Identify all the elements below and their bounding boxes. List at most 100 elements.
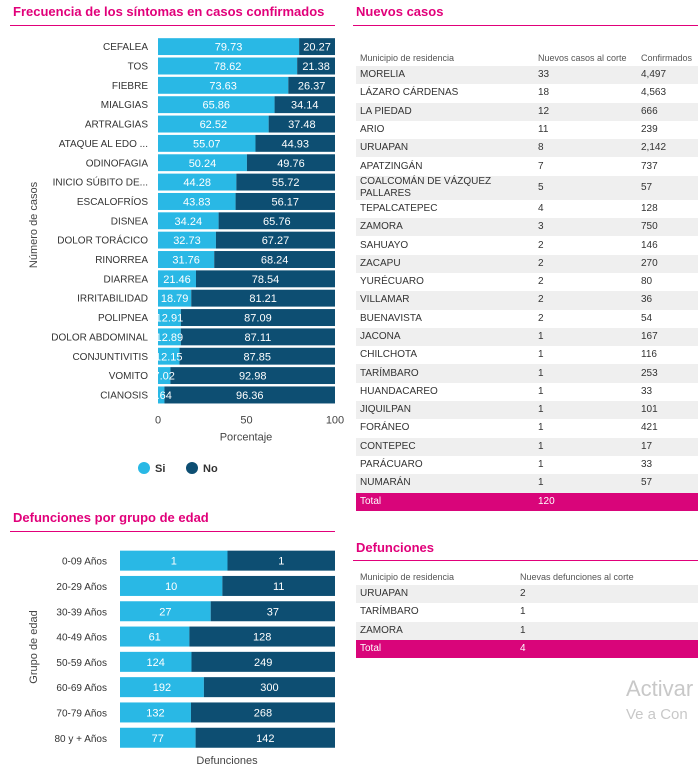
category-label-odinofagia: ODINOFAGIA (86, 158, 149, 169)
new-cases-row: URUAPAN 8 2,142 (356, 139, 698, 158)
age-data-label-si-40-49-anos: 61 (149, 632, 161, 644)
age-bar-si-50-59-anos (120, 651, 192, 672)
age-data-label-no-60-69-anos: 300 (260, 682, 278, 694)
data-label-no-cefalea: 20.27 (303, 42, 331, 54)
data-label-si-cefalea: 79.73 (215, 42, 243, 54)
new-cases-cell: 253 (641, 367, 658, 379)
data-label-si-cianosis: 3.64 (151, 390, 172, 402)
bar-no-mialgias (274, 96, 335, 114)
age-label-70-79-anos: 70-79 Años (56, 708, 107, 719)
new-cases-cell: BUENAVISTA (360, 312, 422, 324)
age-label-30-39-anos: 30-39 Años (56, 607, 107, 618)
bar-no-escalofrios (235, 192, 335, 210)
bar-si-rinorrea (158, 251, 215, 269)
new-cases-cell: 12 (538, 105, 550, 117)
y-axis-label: Número de casos (28, 181, 40, 268)
new-cases-row: MORELIA 33 4,497 (356, 66, 698, 85)
new-cases-section-title: Nuevos casos (356, 4, 444, 19)
category-label-escalofrios: ESCALOFRÍOS (77, 195, 148, 208)
bar-si-ataque-al-edo (158, 134, 256, 152)
new-cases-cell: 239 (641, 124, 658, 136)
category-label-disnea: DISNEA (111, 216, 149, 227)
new-cases-cell: SAHUAYO (360, 239, 409, 251)
age-title-divider (10, 531, 335, 532)
new-cases-row: FORÁNEO 1 421 (356, 419, 698, 437)
age-label-20-29-anos: 20-29 Años (56, 582, 107, 593)
data-label-si-dolor-toracico: 32.73 (173, 235, 201, 247)
bar-no-inicio-subito-de (236, 173, 335, 191)
new-cases-total-row: Total 120 (356, 492, 698, 511)
legend-si-label: Si (155, 463, 165, 475)
deaths-row: ZAMORA 1 (356, 621, 698, 640)
data-label-si-conjuntivitis: 12.15 (155, 351, 183, 363)
new-cases-cell: CONTEPEC (360, 440, 416, 452)
new-cases-row: JACONA 1 167 (356, 327, 698, 347)
age-data-label-no-50-59-anos: 249 (254, 657, 272, 669)
age-data-label-si-20-29-anos: 10 (165, 581, 177, 593)
data-label-no-cianosis: 96.36 (236, 390, 264, 402)
new-cases-cell: ARIO (360, 124, 385, 136)
age-bar-no-60-69-anos (203, 677, 335, 698)
bar-si-artralgias (158, 115, 269, 133)
new-cases-cell: 1 (538, 349, 544, 361)
age-label-0-09-anos: 0-09 Años (62, 557, 107, 568)
age-data-label-si-30-39-anos: 27 (159, 606, 171, 618)
new-cases-cell: 1 (538, 477, 544, 489)
data-label-si-polipnea: 12.91 (156, 313, 184, 325)
new-cases-row: SAHUAYO 2 146 (356, 236, 698, 254)
category-label-vomito: VOMITO (109, 371, 148, 382)
age-x-axis-label: Defunciones (196, 755, 258, 767)
age-data-label-no-80-y-anos: 142 (256, 733, 274, 745)
age-bar-si-80-y-anos (120, 727, 196, 748)
data-label-no-diarrea: 78.54 (252, 274, 280, 286)
new-cases-cell: YURÉCUARO (360, 276, 424, 288)
new-cases-cell: LA PIEDAD (360, 105, 412, 117)
age-bar-no-70-79-anos (190, 702, 335, 723)
age-bar-si-0-09-anos (120, 550, 228, 571)
new-cases-cell: 1 (538, 459, 544, 471)
age-y-axis-label: Grupo de edad (28, 610, 40, 683)
age-data-label-si-80-y-anos: 77 (152, 733, 164, 745)
category-label-tos: TOS (128, 62, 149, 73)
new-cases-row: COALCOMÁN DE VÁZQUEZ PALLARES 5 57 (356, 175, 698, 200)
data-label-si-vomito: 7.02 (154, 371, 175, 383)
age-bar-no-30-39-anos (210, 601, 335, 622)
bar-si-inicio-subito-de (158, 173, 237, 191)
bar-si-odinofagia (158, 154, 247, 172)
new-cases-cell: 3 (538, 221, 544, 233)
deaths-cell: URUAPAN (360, 588, 409, 600)
new-cases-cell: 4,563 (641, 87, 667, 99)
data-label-no-inicio-subito-de: 55.72 (272, 177, 300, 189)
new-cases-cell: 101 (641, 404, 658, 416)
age-bar-si-70-79-anos (120, 702, 191, 723)
data-label-no-mialgias: 34.14 (291, 100, 319, 112)
deaths-cell: 1 (520, 624, 526, 636)
new-cases-cell: NUMARÁN (360, 477, 411, 489)
new-cases-cell: 80 (641, 276, 653, 288)
new-cases-cell: 2,142 (641, 142, 667, 154)
new-cases-row: HUANDACAREO 1 33 (356, 383, 698, 401)
age-section-title: Defunciones por grupo de edad (13, 510, 209, 525)
new-cases-cell: 5 (538, 181, 544, 193)
bar-no-cefalea (299, 38, 335, 56)
bar-no-conjuntivitis (179, 347, 335, 365)
bar-si-polipnea (158, 309, 181, 327)
age-bar-si-60-69-anos (120, 677, 204, 698)
category-label-polipnea: POLIPNEA (98, 313, 148, 324)
age-label-60-69-anos: 60-69 Años (56, 683, 107, 694)
new-cases-cell: 2 (538, 294, 544, 306)
new-cases-cell: 128 (641, 202, 658, 214)
new-cases-cell: 1 (538, 404, 544, 416)
x-tick-50: 50 (240, 415, 252, 427)
bar-si-mialgias (158, 96, 275, 114)
age-data-label-si-0-09-anos: 1 (171, 556, 177, 568)
bar-si-dolor-abdominal (158, 328, 181, 346)
data-label-si-tos: 78.62 (214, 61, 242, 73)
deaths-row: URUAPAN 2 (356, 585, 698, 604)
new-cases-cell: LÁZARO CÁRDENAS (360, 87, 459, 99)
deaths-row: TARÍMBARO 1 (356, 603, 698, 621)
new-cases-cell: TEPALCATEPEC (360, 202, 438, 214)
new-cases-cell: 2 (538, 312, 544, 324)
category-label-cianosis: CIANOSIS (100, 390, 148, 401)
x-tick-100: 100 (326, 415, 344, 427)
